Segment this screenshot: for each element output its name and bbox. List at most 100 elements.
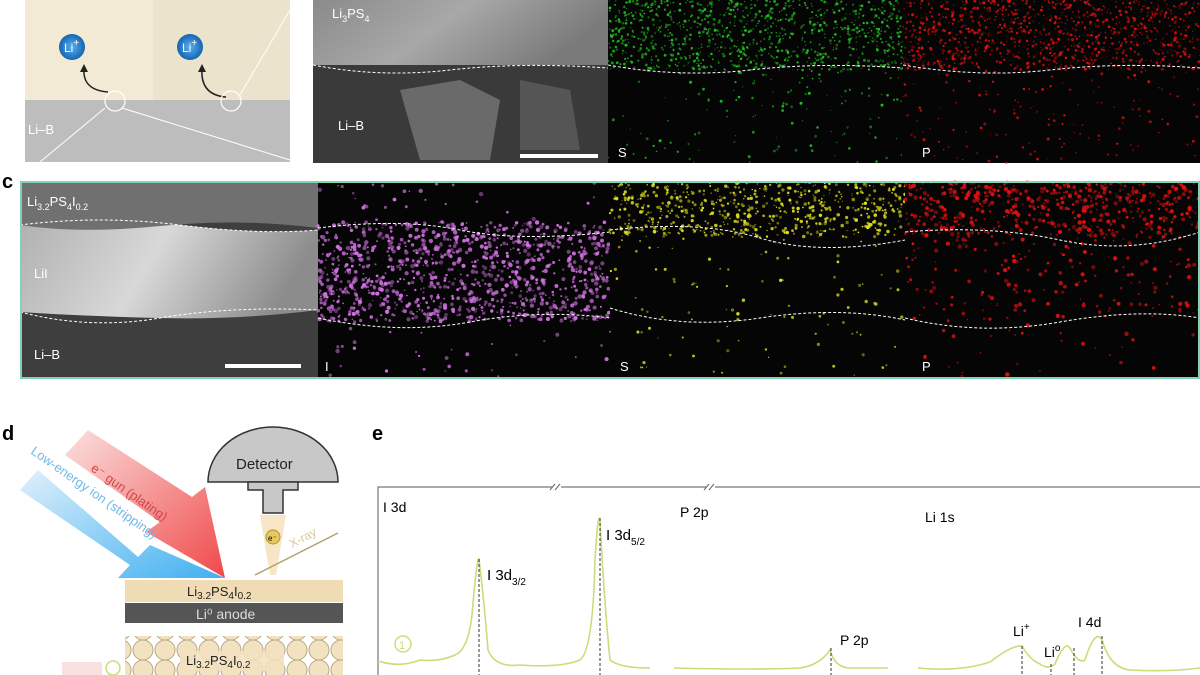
eds-signal-dot <box>894 228 896 230</box>
eds-signal-dot <box>961 57 963 59</box>
eds-signal-dot <box>622 115 624 117</box>
eds-signal-dot <box>781 9 783 12</box>
eds-signal-dot <box>1014 224 1020 229</box>
eds-signal-dot <box>398 297 402 301</box>
eds-signal-dot <box>988 35 990 37</box>
eds-signal-dot <box>749 61 753 64</box>
eds-signal-dot <box>952 37 955 40</box>
eds-signal-dot <box>1136 34 1138 36</box>
eds-signal-dot <box>1032 217 1036 221</box>
eds-signal-dot <box>585 304 590 309</box>
eds-signal-dot <box>806 49 809 52</box>
eds-signal-dot <box>1108 307 1111 310</box>
eds-signal-dot <box>441 318 445 321</box>
eds-signal-dot <box>778 34 781 38</box>
eds-signal-dot <box>919 21 923 25</box>
eds-signal-dot <box>1013 68 1015 70</box>
eds-signal-dot <box>1141 211 1144 214</box>
eds-signal-dot <box>570 286 573 289</box>
eds-signal-dot <box>340 184 344 189</box>
eds-signal-dot <box>911 46 913 48</box>
eds-signal-dot <box>384 272 387 275</box>
eds-signal-dot <box>1186 143 1189 146</box>
eds-signal-dot <box>1015 31 1019 35</box>
eds-signal-dot <box>652 144 655 147</box>
eds-signal-dot <box>981 309 985 312</box>
eds-signal-dot <box>894 199 897 202</box>
eds-signal-dot <box>900 45 903 48</box>
eds-signal-dot <box>464 250 469 255</box>
eds-signal-dot <box>1119 360 1123 365</box>
eds-signal-dot <box>1079 262 1082 265</box>
eds-signal-dot <box>1140 59 1143 62</box>
eds-signal-dot <box>609 269 613 273</box>
eds-signal-dot <box>1068 88 1072 91</box>
eds-signal-dot <box>927 33 929 36</box>
eds-signal-dot <box>1071 265 1074 269</box>
eds-signal-dot <box>704 220 707 223</box>
eds-signal-dot <box>596 241 601 247</box>
eds-signal-dot <box>1176 53 1178 56</box>
eds-signal-dot <box>687 194 689 196</box>
eds-signal-dot <box>456 314 459 317</box>
eds-signal-dot <box>822 230 825 232</box>
eds-signal-dot <box>1171 45 1173 47</box>
eds-signal-dot <box>909 278 912 282</box>
eds-signal-dot <box>1135 42 1138 44</box>
eds-signal-dot <box>659 20 661 22</box>
eds-signal-dot <box>563 228 568 232</box>
eds-signal-dot <box>714 69 716 71</box>
eds-signal-dot <box>752 233 754 235</box>
eds-signal-dot <box>320 306 323 310</box>
eds-signal-dot <box>381 236 385 240</box>
eds-signal-dot <box>540 278 545 283</box>
eds-signal-dot <box>1106 11 1108 14</box>
eds-signal-dot <box>1008 49 1011 53</box>
eds-signal-dot <box>934 222 938 227</box>
eds-signal-dot <box>595 291 598 294</box>
eds-signal-dot <box>487 240 491 245</box>
eds-signal-dot <box>635 0 639 2</box>
eds-signal-dot <box>800 186 802 189</box>
eds-signal-dot <box>710 52 713 56</box>
eds-signal-dot <box>987 32 990 34</box>
eds-signal-dot <box>388 319 392 322</box>
eds-signal-dot <box>921 64 925 67</box>
eds-signal-dot <box>744 29 747 32</box>
eds-signal-dot <box>729 60 732 62</box>
eds-signal-dot <box>800 26 803 29</box>
eds-signal-dot <box>656 230 658 232</box>
eds-signal-dot <box>1085 29 1087 31</box>
eds-signal-dot <box>1140 27 1144 30</box>
eds-signal-dot <box>950 232 955 237</box>
eds-signal-dot <box>616 61 619 64</box>
eds-signal-dot <box>714 223 718 228</box>
eds-signal-dot <box>740 3 743 6</box>
eds-signal-dot <box>988 39 991 43</box>
eds-signal-dot <box>416 304 421 308</box>
eds-signal-dot <box>619 20 621 22</box>
eds-signal-dot <box>351 311 356 316</box>
eds-signal-dot <box>715 201 718 204</box>
eds-signal-dot <box>1162 37 1164 40</box>
eds-signal-dot <box>962 159 964 161</box>
eds-signal-dot <box>429 312 433 317</box>
eds-signal-dot <box>1048 59 1051 62</box>
eds-signal-dot <box>1107 69 1109 71</box>
eds-signal-dot <box>1135 0 1138 2</box>
eds-signal-dot <box>500 301 503 304</box>
eds-signal-dot <box>612 49 616 53</box>
eds-signal-dot <box>1091 231 1094 233</box>
eds-signal-dot <box>1052 119 1056 122</box>
eds-signal-dot <box>725 308 728 311</box>
eds-signal-dot <box>968 79 971 83</box>
eds-signal-dot <box>620 27 623 29</box>
eds-signal-dot <box>1059 157 1063 161</box>
eds-signal-dot <box>741 33 745 37</box>
eds-signal-dot <box>403 289 406 292</box>
eds-signal-dot <box>1128 35 1130 37</box>
eds-signal-dot <box>821 28 824 31</box>
eds-signal-dot <box>590 278 595 283</box>
peak-label: Lio <box>1044 643 1061 660</box>
eds-signal-dot <box>1105 197 1109 202</box>
